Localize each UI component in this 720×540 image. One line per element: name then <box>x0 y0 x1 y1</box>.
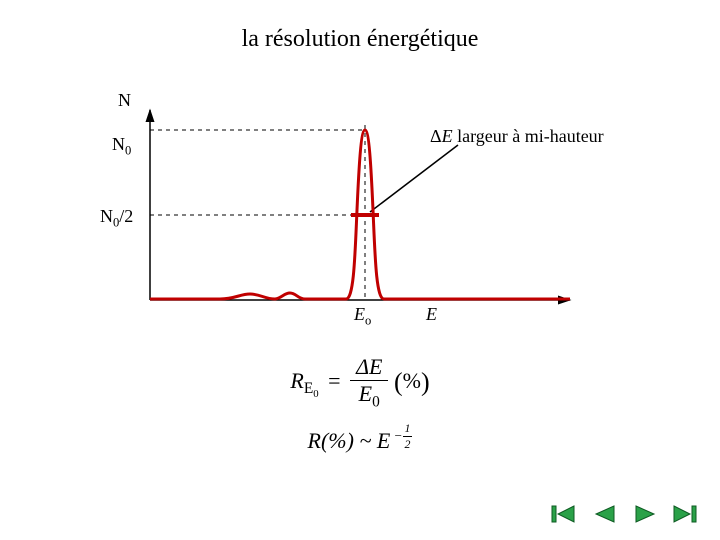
nav-first-button[interactable] <box>550 502 586 526</box>
equation-2: R(%) ~ E − 1 2 <box>0 421 720 454</box>
nav-prev-button[interactable] <box>588 502 624 526</box>
n0-label: N0 <box>112 134 131 159</box>
callout-tail: largeur à mi-hauteur <box>457 126 604 146</box>
nav-controls <box>550 502 700 526</box>
equations: RE0 = ΔE E0 (%) R(%) ~ E − 1 2 <box>0 350 720 458</box>
n0half-label: N0/2 <box>100 206 133 231</box>
x-axis-label: E <box>426 304 437 325</box>
fwhm-callout-text: ΔE largeur à mi-hauteur <box>430 126 604 147</box>
equation-1: RE0 = ΔE E0 (%) <box>0 354 720 411</box>
y-axis-label: N <box>118 90 131 111</box>
resolution-chart: N N0 N0/2 Eo E ΔE largeur à mi-hauteur <box>100 90 620 320</box>
nav-next-button[interactable] <box>626 502 662 526</box>
callout-arrow <box>370 145 458 212</box>
e0-tick-label: Eo <box>354 304 371 329</box>
nav-last-button[interactable] <box>664 502 700 526</box>
page-title: la résolution énergétique <box>0 26 720 53</box>
